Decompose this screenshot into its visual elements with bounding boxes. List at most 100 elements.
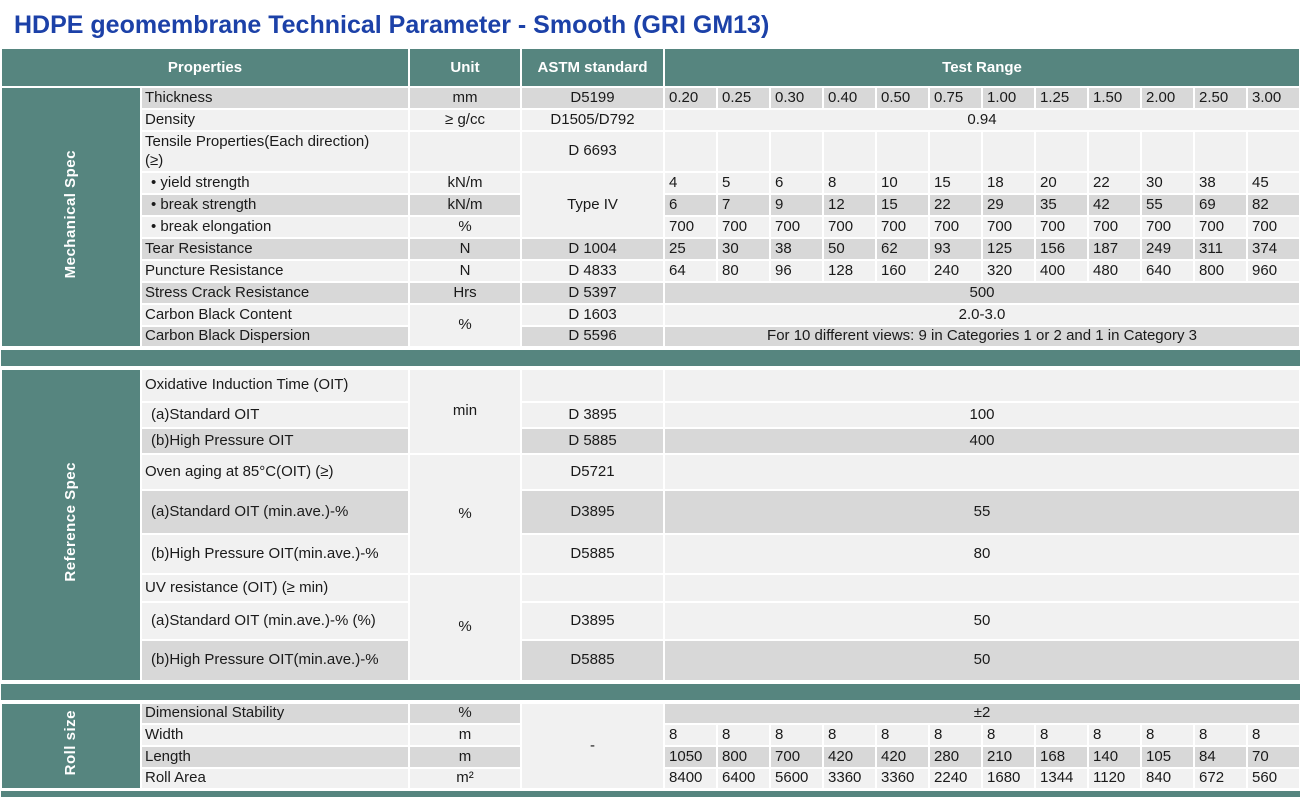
test-range-value-cell: 42	[1087, 193, 1143, 217]
test-range-span-cell: 100	[663, 401, 1300, 429]
test-range-value-cell: 6	[769, 171, 825, 195]
astm-standard-cell: D 5596	[520, 325, 666, 349]
test-range-value-cell: 62	[875, 237, 931, 261]
table-row: (a)Standard OIT (min.ave.)-% D3895 55	[1, 489, 1300, 535]
test-range-value-cell: 249	[1140, 237, 1196, 261]
table-row: (a)Standard OIT (min.ave.)-% (%) D3895 50	[1, 601, 1300, 641]
test-range-value-cell	[822, 130, 878, 173]
astm-standard-cell: D5885	[520, 533, 666, 575]
test-range-value-cell: 700	[1193, 215, 1249, 239]
astm-standard-cell: -	[520, 700, 666, 791]
test-range-value-cell: 1.50	[1087, 86, 1143, 110]
property-cell: (b)High Pressure OIT	[139, 427, 411, 455]
property-cell: Oven aging at 85°C(OIT) (≥)	[139, 453, 411, 491]
table-row: Density ≥ g/cc D1505/D792 0.94	[1, 108, 1300, 132]
unit-cell: Hrs	[408, 281, 523, 305]
test-range-value-cell: 20	[1034, 171, 1090, 195]
unit-cell: ≥ g/cc	[408, 108, 523, 132]
test-range-value-cell: 18	[981, 171, 1037, 195]
test-range-value-cell: 22	[928, 193, 984, 217]
table-row: (b)High Pressure OIT D 5885 400	[1, 427, 1300, 455]
test-range-value-cell: 960	[1246, 259, 1300, 283]
astm-standard-cell: D 6693	[520, 130, 666, 173]
test-range-value-cell: 1.00	[981, 86, 1037, 110]
test-range-value-cell: 30	[716, 237, 772, 261]
section-separator-bar	[1, 346, 1300, 370]
test-range-value-cell: 1050	[663, 745, 719, 769]
test-range-value-cell: 311	[1193, 237, 1249, 261]
astm-standard-cell: D5199	[520, 86, 666, 110]
test-range-value-cell: 2.00	[1140, 86, 1196, 110]
table-row: Tear Resistance N D 1004 25 30 38 50 62 93 125 156…	[1, 237, 1300, 261]
test-range-value-cell: 560	[1246, 766, 1300, 791]
test-range-value-cell: 0.20	[663, 86, 719, 110]
test-range-span-cell: 50	[663, 639, 1300, 683]
test-range-value-cell: 160	[875, 259, 931, 283]
test-range-value-cell	[1087, 130, 1143, 173]
section-label-roll-size: Roll size	[0, 700, 142, 791]
test-range-value-cell: 280	[928, 745, 984, 769]
test-range-value-cell: 374	[1246, 237, 1300, 261]
test-range-value-cell	[928, 130, 984, 173]
test-range-value-cell: 700	[663, 215, 719, 239]
col-header-test-range: Test Range	[663, 47, 1300, 88]
test-range-value-cell: 800	[716, 745, 772, 769]
test-range-value-cell: 700	[875, 215, 931, 239]
property-cell: Tensile Properties(Each direction) (≥)	[139, 130, 411, 173]
table-row: UV resistance (OIT) (≥ min)%	[1, 573, 1300, 683]
test-range-value-cell	[1246, 130, 1300, 173]
test-range-value-cell: 80	[716, 259, 772, 283]
test-range-value-cell: 30	[1140, 171, 1196, 195]
test-range-value-cell: 0.40	[822, 86, 878, 110]
test-range-value-cell: 800	[1193, 259, 1249, 283]
test-range-value-cell: 5	[716, 171, 772, 195]
test-range-value-cell: 8	[1034, 723, 1090, 747]
property-cell: (a)Standard OIT (min.ave.)-%	[139, 489, 411, 535]
test-range-value-cell: 55	[1140, 193, 1196, 217]
table-row: Carbon Black Dispersion D 5596 For 10 diff…	[1, 325, 1300, 349]
astm-standard-cell: D 1004	[520, 237, 666, 261]
table-row: Puncture Resistance N D 4833 64 80 96 128 160 24…	[1, 259, 1300, 283]
test-range-span-cell: 500	[663, 281, 1300, 305]
test-range-value-cell	[1140, 130, 1196, 173]
test-range-value-cell: 8	[1140, 723, 1196, 747]
unit-cell: m	[408, 723, 523, 747]
unit-cell: %	[408, 453, 523, 575]
test-range-value-cell: 38	[1193, 171, 1249, 195]
test-range-span-cell: 0.94	[663, 108, 1300, 132]
test-range-value-cell: 64	[663, 259, 719, 283]
test-range-value-cell: 700	[1034, 215, 1090, 239]
test-range-value-cell: 320	[981, 259, 1037, 283]
table-row: Tensile Properties(Each direction) (≥) D …	[1, 130, 1300, 173]
test-range-value-cell: 700	[769, 745, 825, 769]
astm-standard-cell: D 5885	[520, 427, 666, 455]
test-range-value-cell: 7	[716, 193, 772, 217]
property-cell: Length	[139, 745, 411, 769]
test-range-value-cell: 2240	[928, 766, 984, 791]
astm-standard-cell	[520, 367, 666, 403]
spec-table-body: Mechanical Spec Thickness mm D5199 0.20 0.25 0…	[0, 86, 1300, 797]
astm-standard-cell: D3895	[520, 601, 666, 641]
test-range-value-cell: 8	[1087, 723, 1143, 747]
test-range-value-cell	[1034, 130, 1090, 173]
section-separator	[1, 787, 1300, 797]
table-row: Reference Spec Oxidative Induction Time (…	[0, 367, 1300, 683]
astm-standard-cell: D1505/D792	[520, 108, 666, 132]
test-range-value-cell: 8	[981, 723, 1037, 747]
test-range-value-cell: 9	[769, 193, 825, 217]
property-cell: Density	[139, 108, 411, 132]
property-cell: Carbon Black Dispersion	[139, 325, 411, 349]
table-row: Length m 1050 800 700 420 420 280 210 168 140 105 84…	[1, 745, 1300, 769]
test-range-value-cell: 700	[822, 215, 878, 239]
col-header-unit: Unit	[408, 47, 523, 88]
test-range-value-cell: 12	[822, 193, 878, 217]
test-range-value-cell: 6400	[716, 766, 772, 791]
test-range-value-cell: 8	[716, 723, 772, 747]
table-row: • break elongation% 700 700 700 700 700 700 700…	[1, 215, 1300, 239]
test-range-value-cell: 1680	[981, 766, 1037, 791]
section-label-mechanical-spec: Mechanical Spec	[0, 86, 142, 349]
table-row: Stress Crack Resistance Hrs D 5397 500	[1, 281, 1300, 305]
unit-cell: %	[408, 573, 523, 683]
property-cell: (a)Standard OIT	[139, 401, 411, 429]
section-label-text: Mechanical Spec	[61, 149, 79, 279]
